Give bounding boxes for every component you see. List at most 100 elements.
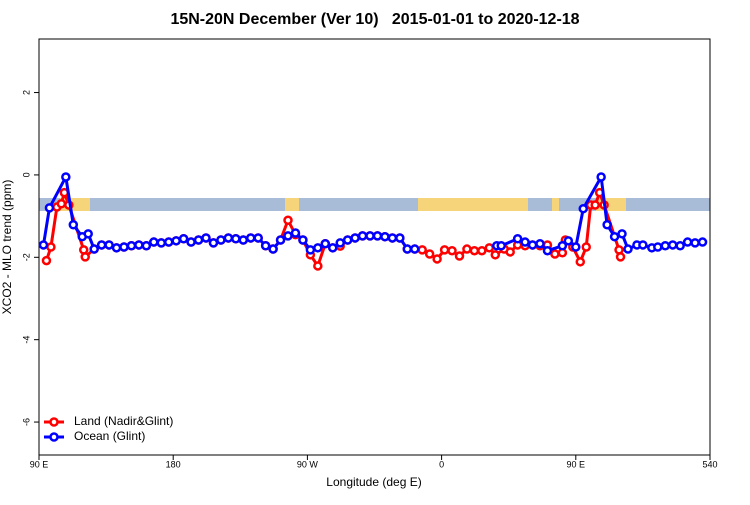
marker: [387, 233, 398, 243]
marker: [253, 233, 263, 243]
marker: [83, 229, 93, 239]
marker: [149, 237, 159, 247]
marker: [617, 229, 627, 239]
marker: [350, 233, 360, 243]
legend-marker: [49, 432, 59, 442]
marker: [505, 247, 515, 257]
chart-title: 15N-20N December (Ver 10) 2015-01-01 to …: [170, 11, 579, 28]
marker: [581, 242, 591, 252]
y-tick-label: 0: [21, 172, 31, 177]
marker: [298, 235, 308, 245]
marker: [675, 241, 685, 251]
marker: [372, 231, 383, 241]
x-tick-label: 540: [702, 459, 717, 469]
x-axis-label: Longitude (deg E): [326, 475, 421, 489]
y-tick-label: -4: [21, 336, 31, 344]
marker: [275, 235, 286, 245]
marker: [38, 240, 49, 250]
legend-marker: [49, 417, 59, 427]
x-tick-label: 180: [166, 459, 181, 469]
marker: [156, 238, 167, 248]
marker: [615, 252, 626, 262]
marker: [80, 252, 90, 262]
marker: [417, 245, 427, 255]
marker: [667, 240, 678, 250]
marker: [424, 249, 435, 259]
marker: [186, 237, 196, 247]
marker: [163, 237, 174, 247]
marker: [690, 238, 700, 248]
marker: [119, 242, 129, 252]
marker: [126, 241, 137, 251]
y-axis-label: XCO2 - MLO trend (ppm): [0, 180, 14, 315]
marker: [527, 240, 538, 250]
marker: [104, 240, 114, 250]
marker: [305, 245, 316, 255]
marker: [44, 203, 55, 213]
marker: [402, 244, 413, 254]
marker: [313, 243, 323, 253]
marker: [193, 235, 204, 245]
marker: [602, 220, 612, 230]
marker: [141, 241, 152, 251]
marker: [61, 172, 71, 182]
marker: [563, 236, 574, 246]
marker: [268, 244, 278, 254]
marker: [590, 200, 600, 210]
marker: [68, 220, 79, 230]
marker: [660, 241, 671, 251]
marker: [201, 233, 211, 243]
marker: [496, 241, 506, 251]
marker: [697, 237, 708, 247]
marker: [89, 244, 99, 254]
marker: [223, 233, 234, 243]
marker: [260, 241, 271, 251]
marker: [550, 249, 560, 259]
marker: [41, 255, 52, 266]
x-tick-label: 0: [439, 459, 444, 469]
marker: [320, 238, 331, 249]
marker: [447, 245, 457, 256]
marker: [290, 228, 301, 238]
marker: [46, 242, 56, 252]
marker: [208, 238, 219, 248]
marker: [111, 243, 122, 253]
y-tick-label: 2: [21, 90, 31, 95]
marker: [638, 240, 648, 250]
marker: [484, 243, 495, 253]
marker: [596, 172, 606, 182]
marker: [283, 215, 293, 225]
marker: [357, 231, 368, 241]
y-tick-label: -6: [21, 418, 31, 426]
legend-label: Ocean (Glint): [74, 429, 145, 443]
plot-frame: [38, 38, 711, 456]
legend-label: Land (Nadir&Glint): [74, 414, 173, 428]
marker: [469, 245, 480, 256]
marker: [365, 231, 375, 241]
marker: [462, 244, 472, 254]
x-tick-label: 90 E: [567, 459, 586, 469]
marker: [653, 242, 663, 252]
y-tick-label: -2: [21, 253, 31, 261]
marker: [410, 244, 420, 254]
marker: [454, 251, 465, 261]
marker: [380, 231, 390, 242]
marker: [535, 238, 545, 249]
marker: [238, 235, 249, 245]
marker: [682, 237, 693, 247]
marker: [439, 245, 450, 255]
marker: [512, 234, 523, 244]
x-tick-label: 90 W: [297, 459, 319, 469]
marker: [432, 254, 442, 264]
marker: [571, 242, 581, 252]
marker: [335, 238, 345, 248]
marker: [575, 257, 586, 267]
marker: [171, 236, 181, 246]
marker: [216, 235, 226, 245]
marker: [477, 245, 487, 256]
marker: [283, 231, 293, 241]
marker: [327, 243, 338, 253]
map-strip: [39, 198, 710, 211]
marker: [623, 244, 633, 254]
marker: [557, 241, 568, 251]
